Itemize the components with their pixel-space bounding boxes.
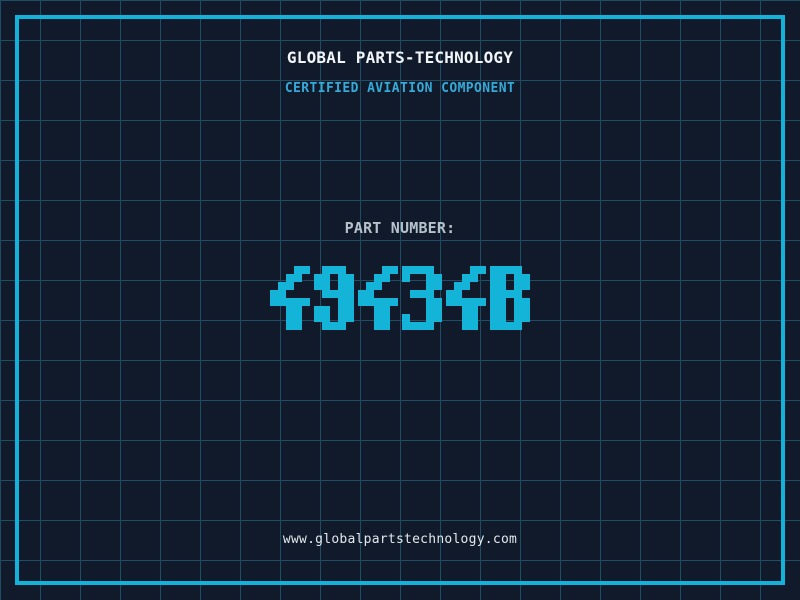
certification-subtitle: CERTIFIED AVIATION COMPONENT <box>284 81 516 96</box>
part-number-digit <box>490 266 530 330</box>
part-number-label: PART NUMBER: <box>344 219 456 237</box>
part-number-digit <box>358 266 398 330</box>
part-number-digit <box>446 266 486 330</box>
part-number-digit <box>270 266 310 330</box>
website-url[interactable]: www.globalpartstechnology.com <box>282 532 518 547</box>
part-number-digit <box>314 266 354 330</box>
part-number-value <box>0 266 800 330</box>
part-number-digit <box>402 266 442 330</box>
company-title: GLOBAL PARTS-TECHNOLOGY <box>286 48 514 67</box>
